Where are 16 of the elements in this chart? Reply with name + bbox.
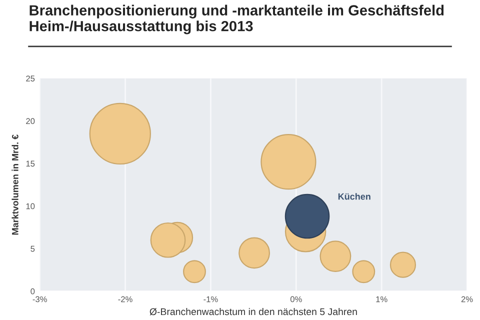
y-tick-label: 15	[26, 160, 35, 167]
x-tick-label: -2%	[118, 296, 132, 302]
y-tick-label: 20	[26, 118, 35, 124]
y-tick-label: 25	[26, 76, 35, 82]
y-tick-label: 5	[30, 246, 35, 252]
series-label: Küchen	[338, 193, 370, 200]
chart-title: Branchenpositionierung und -marktanteile im Geschäftsfeld Heim-/Hausausstattung bis 2013	[30, 4, 444, 34]
y-tick-label: 10	[26, 203, 35, 210]
x-tick-label: 1%	[376, 296, 388, 302]
x-axis-title: Ø-Branchenwachstum in den nächsten 5 Jahren	[150, 308, 357, 316]
x-tick-label: -3%	[32, 296, 47, 302]
y-axis-title: Marktvolumen in Mrd. €	[12, 134, 18, 235]
x-tick-label: -1%	[204, 296, 218, 302]
x-tick-label: 0%	[290, 296, 302, 302]
y-tick-label: 0	[30, 288, 35, 294]
x-tick-label: 2%	[461, 296, 473, 302]
